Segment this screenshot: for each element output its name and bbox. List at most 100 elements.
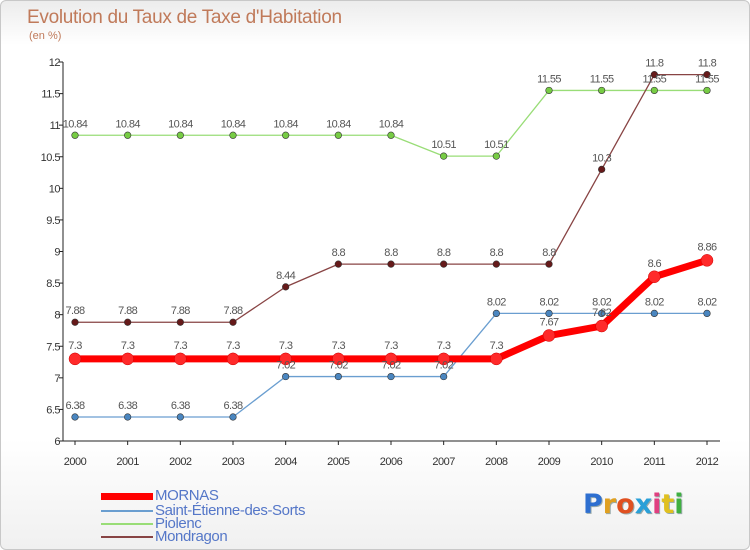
data-label: 7.3 bbox=[332, 340, 346, 352]
data-label: 8.02 bbox=[697, 296, 716, 308]
y-tick-label: 11 bbox=[50, 120, 61, 132]
data-point bbox=[384, 352, 398, 366]
x-tick-label: 2007 bbox=[432, 456, 455, 468]
data-label: 7.02 bbox=[434, 360, 453, 372]
data-label: 10.84 bbox=[168, 118, 193, 130]
legend-label-saint-etienne: Saint-Étienne-des-Sorts bbox=[155, 502, 306, 519]
y-tick-label: 7 bbox=[54, 373, 60, 385]
data-label: 6.38 bbox=[223, 400, 242, 412]
data-point bbox=[229, 413, 237, 421]
data-point bbox=[176, 131, 184, 139]
data-label: 8.02 bbox=[539, 296, 558, 308]
data-label: 7.02 bbox=[276, 360, 295, 372]
data-label: 7.88 bbox=[118, 305, 137, 317]
data-point bbox=[282, 131, 290, 139]
data-point bbox=[650, 86, 658, 95]
data-label: 10.84 bbox=[379, 118, 404, 130]
legend-swatch-saint-etienne bbox=[101, 510, 153, 512]
legend-swatch-piolenc bbox=[101, 523, 153, 525]
data-point bbox=[440, 260, 448, 268]
data-label: 8.8 bbox=[332, 247, 346, 259]
data-point bbox=[440, 372, 448, 381]
data-point bbox=[174, 352, 187, 366]
data-point bbox=[226, 352, 240, 366]
data-label: 8.02 bbox=[645, 296, 664, 308]
y-tick-label: 8 bbox=[54, 310, 60, 322]
data-label: 6.38 bbox=[171, 400, 190, 412]
data-point bbox=[121, 352, 134, 366]
data-label: 8.44 bbox=[276, 270, 295, 282]
data-label: 6.38 bbox=[65, 400, 84, 412]
y-tick-label: 9 bbox=[54, 247, 60, 259]
data-label: 10.84 bbox=[63, 118, 88, 130]
data-point bbox=[334, 260, 342, 268]
y-tick-label: 8.5 bbox=[46, 278, 60, 290]
data-label: 7.02 bbox=[381, 360, 400, 372]
data-point bbox=[545, 260, 553, 268]
data-point bbox=[650, 71, 658, 79]
data-label: 7.88 bbox=[65, 305, 84, 317]
data-point bbox=[492, 309, 500, 318]
x-tick-label: 2006 bbox=[380, 456, 403, 468]
y-tick-label: 6 bbox=[54, 436, 60, 448]
data-point bbox=[490, 352, 503, 366]
data-point bbox=[332, 352, 345, 366]
y-tick-label: 10.5 bbox=[41, 152, 61, 164]
data-point bbox=[176, 318, 184, 326]
data-point bbox=[437, 352, 450, 366]
data-point bbox=[492, 152, 500, 160]
data-label: 11.55 bbox=[642, 73, 666, 85]
logo-letter: x bbox=[634, 489, 653, 520]
data-label: 8.8 bbox=[490, 247, 504, 259]
data-label: 7.3 bbox=[174, 340, 188, 352]
data-point bbox=[598, 86, 606, 95]
data-label: 10.3 bbox=[592, 152, 611, 164]
data-label: 7.3 bbox=[279, 340, 293, 352]
data-label: 7.82 bbox=[592, 307, 611, 319]
data-label: 11.8 bbox=[645, 58, 664, 70]
y-tick-label: 6.5 bbox=[46, 404, 60, 416]
x-tick-label: 2003 bbox=[222, 456, 245, 468]
x-tick-label: 2012 bbox=[696, 456, 719, 468]
y-tick-label: 7.5 bbox=[46, 341, 60, 353]
logo-letter: i bbox=[652, 489, 662, 520]
data-point bbox=[703, 309, 711, 318]
proxiti-logo: Proxiti bbox=[583, 489, 684, 520]
legend-item-saint-etienne: Saint-Étienne-des-Sorts bbox=[101, 502, 306, 519]
data-point bbox=[545, 309, 553, 318]
data-label: 11.55 bbox=[537, 73, 561, 85]
y-tick-label: 12 bbox=[49, 57, 61, 69]
y-tick-label: 11.5 bbox=[41, 89, 60, 101]
data-point bbox=[71, 318, 79, 326]
chart-subtitle: (en %) bbox=[29, 30, 62, 42]
x-tick-label: 2010 bbox=[590, 456, 613, 468]
data-point bbox=[282, 372, 290, 381]
data-label: 7.3 bbox=[226, 340, 240, 352]
data-point bbox=[703, 71, 711, 79]
x-tick-label: 2001 bbox=[116, 456, 139, 468]
legend-label-mondragon: Mondragon bbox=[155, 528, 228, 545]
data-label: 11.8 bbox=[698, 58, 717, 70]
data-label: 8.8 bbox=[384, 247, 398, 259]
data-label: 8.8 bbox=[437, 247, 451, 259]
data-point bbox=[68, 352, 82, 366]
legend-label-mornas: MORNAS bbox=[155, 487, 219, 504]
x-tick-label: 2004 bbox=[274, 456, 297, 468]
logo-letter: P bbox=[583, 489, 603, 520]
logo-letter: t bbox=[661, 489, 675, 520]
data-point bbox=[492, 260, 500, 268]
data-point bbox=[595, 319, 608, 333]
x-tick-label: 2008 bbox=[485, 456, 508, 468]
data-label: 7.3 bbox=[68, 340, 82, 352]
data-point bbox=[176, 413, 184, 421]
logo-letter: i bbox=[674, 489, 684, 520]
data-point bbox=[387, 372, 395, 381]
data-label: 7.3 bbox=[121, 340, 135, 352]
data-point bbox=[542, 329, 556, 342]
data-label: 10.51 bbox=[431, 139, 456, 151]
legend-item-mondragon: Mondragon bbox=[101, 528, 228, 545]
data-label: 10.84 bbox=[326, 118, 351, 130]
data-point bbox=[124, 413, 132, 421]
data-point bbox=[703, 86, 711, 95]
